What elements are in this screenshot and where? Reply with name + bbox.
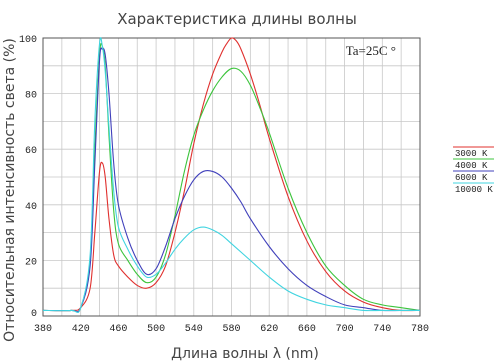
y-tick-label: 40: [25, 202, 37, 213]
tick-labels: 380 420 460 500 540 580 620 660 700 740 780 0 20 40 60…: [19, 35, 429, 335]
grid: [43, 38, 420, 316]
series-line-3000k: [42, 37, 421, 312]
y-axis-label: Относительная интенсивность света (%): [2, 38, 18, 342]
x-tick-label: 740: [373, 324, 391, 335]
legend-label-10000k: 10000 K: [455, 185, 493, 195]
x-tick-label: 500: [147, 324, 165, 335]
y-tick-label: 100: [19, 35, 37, 46]
legend-label-3000k: 3000 K: [455, 149, 488, 159]
x-tick-label: 660: [298, 324, 316, 335]
x-tick-label: 380: [34, 324, 52, 335]
x-tick-label: 580: [222, 324, 240, 335]
x-tick-label: 420: [72, 324, 90, 335]
y-tick-label: 0: [31, 309, 37, 320]
series-line-4000k: [42, 42, 421, 313]
y-tick-label: 80: [25, 91, 37, 102]
legend-label-6000k: 6000 K: [455, 173, 488, 183]
x-tick-label: 700: [336, 324, 354, 335]
x-tick-label: 540: [185, 324, 203, 335]
legend: 3000 K 4000 K 6000 K 10000 K: [453, 146, 494, 195]
series-lines: [42, 37, 421, 314]
y-tick-label: 60: [25, 146, 37, 157]
x-tick-label: 460: [109, 324, 127, 335]
legend-label-4000k: 4000 K: [455, 161, 488, 171]
series-line-10000k: [42, 37, 420, 314]
x-tick-label: 620: [260, 324, 278, 335]
series-line-6000k: [42, 47, 420, 313]
temperature-annotation: Ta=25C °: [346, 43, 396, 58]
x-axis-label: Длина волны λ (nm): [171, 346, 319, 362]
x-tick-label: 780: [411, 324, 429, 335]
y-tick-label: 20: [25, 257, 37, 268]
chart-title: Характеристика длины волны: [117, 10, 357, 28]
